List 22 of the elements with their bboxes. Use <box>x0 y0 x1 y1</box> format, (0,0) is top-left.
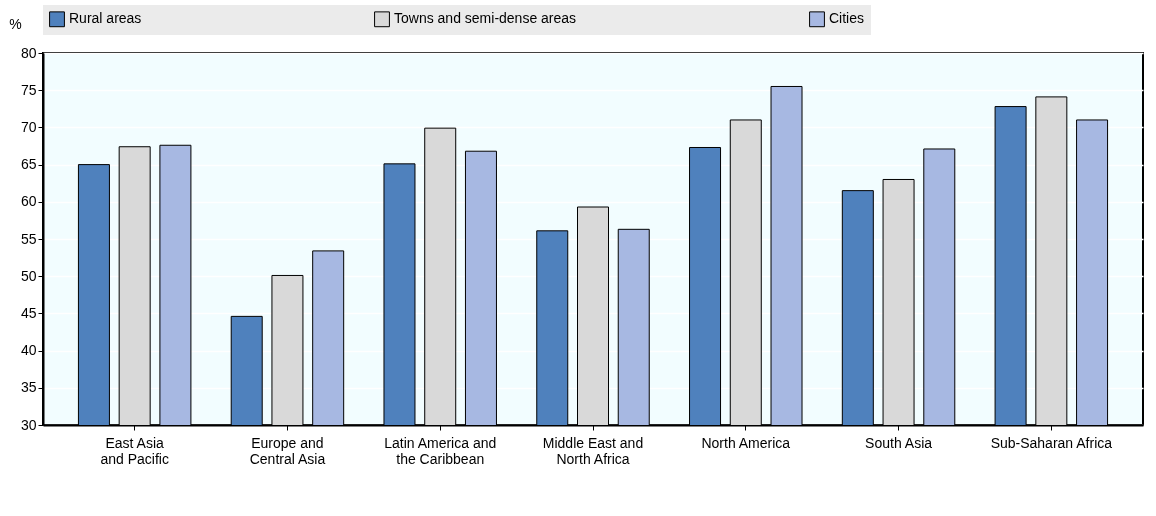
y-tick-label: 65 <box>20 156 37 173</box>
y-tick-label: 50 <box>20 267 37 284</box>
y-tick-label: 40 <box>20 342 37 359</box>
x-tick-label: East Asia and Pacific <box>100 434 169 467</box>
y-axis-title: % <box>9 15 22 32</box>
legend-label: Towns and semi-dense areas <box>394 10 577 27</box>
y-tick-label: 45 <box>20 304 37 321</box>
x-tick-label: Sub-Saharan Africa <box>990 434 1113 451</box>
x-tick-label: South Asia <box>865 434 933 451</box>
y-tick-label: 70 <box>20 118 37 135</box>
x-tick-label: Latin America and the Caribbean <box>384 434 497 467</box>
y-tick-label: 35 <box>20 379 37 396</box>
y-tick-label: 60 <box>20 193 37 210</box>
legend-label: Rural areas <box>69 10 142 27</box>
y-tick-label: 80 <box>20 44 37 61</box>
y-tick-label: 55 <box>20 230 37 247</box>
x-tick-label: North America <box>701 434 791 451</box>
x-tick-label: Europe and Central Asia <box>249 434 326 467</box>
legend-label: Cities <box>829 10 865 27</box>
x-tick-label: Middle East and North Africa <box>542 434 644 467</box>
y-tick-label: 30 <box>20 416 37 433</box>
y-tick-label: 75 <box>20 81 37 98</box>
